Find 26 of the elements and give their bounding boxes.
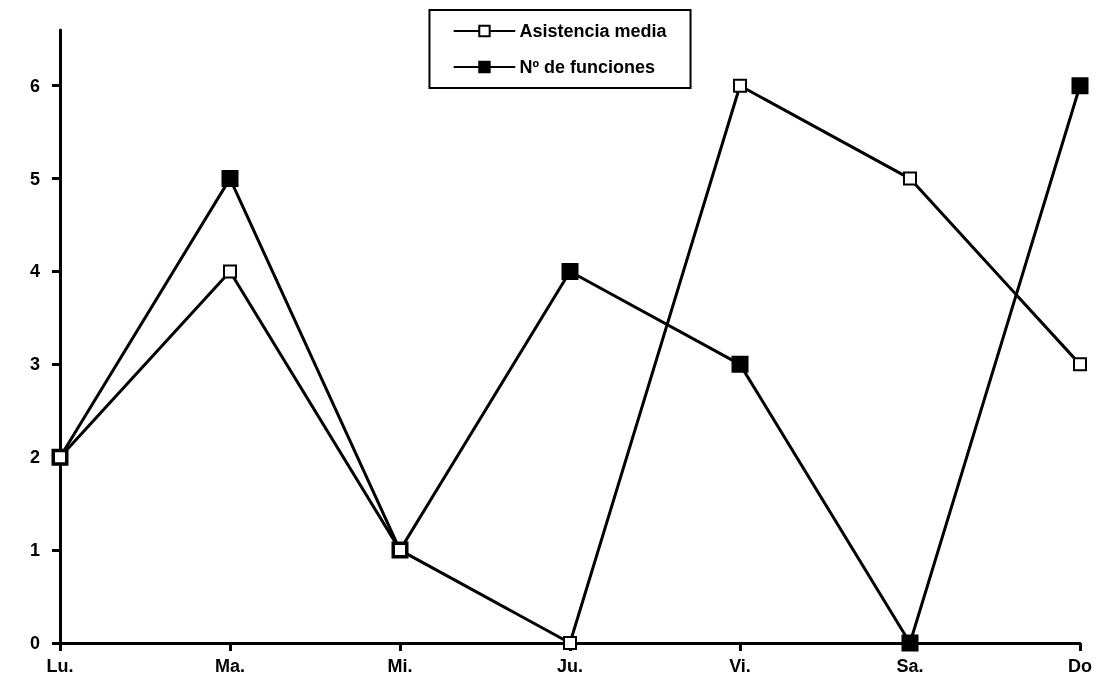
legend-label: Asistencia media [519,21,668,41]
x-tick-label: Ma. [214,656,246,676]
point [1071,77,1089,95]
point [563,636,577,650]
y-tick-label: 4 [29,261,40,282]
point [223,264,237,279]
y-tick-label: 0 [29,633,40,653]
x-tick-label: Ju. [556,656,584,676]
legend-label: Nº de funciones [519,57,656,77]
y-tick-label: 3 [29,354,40,375]
y-tick-label: 6 [29,75,40,96]
x-tick-label: Mi. [387,656,413,676]
point [903,171,917,186]
y-tick-label: 2 [29,447,40,468]
y-tick-label: 1 [29,540,40,561]
x-tick-label: Sa. [896,656,924,676]
point [733,78,747,93]
point [561,262,579,280]
point [1073,357,1087,372]
point [221,170,239,188]
x-tick-label: Vi. [729,656,751,676]
point [901,634,919,652]
x-tick-label: Lu. [46,656,74,676]
x-tick-label: Do [1068,656,1092,676]
point [731,355,749,373]
y-tick-label: 5 [29,168,40,189]
